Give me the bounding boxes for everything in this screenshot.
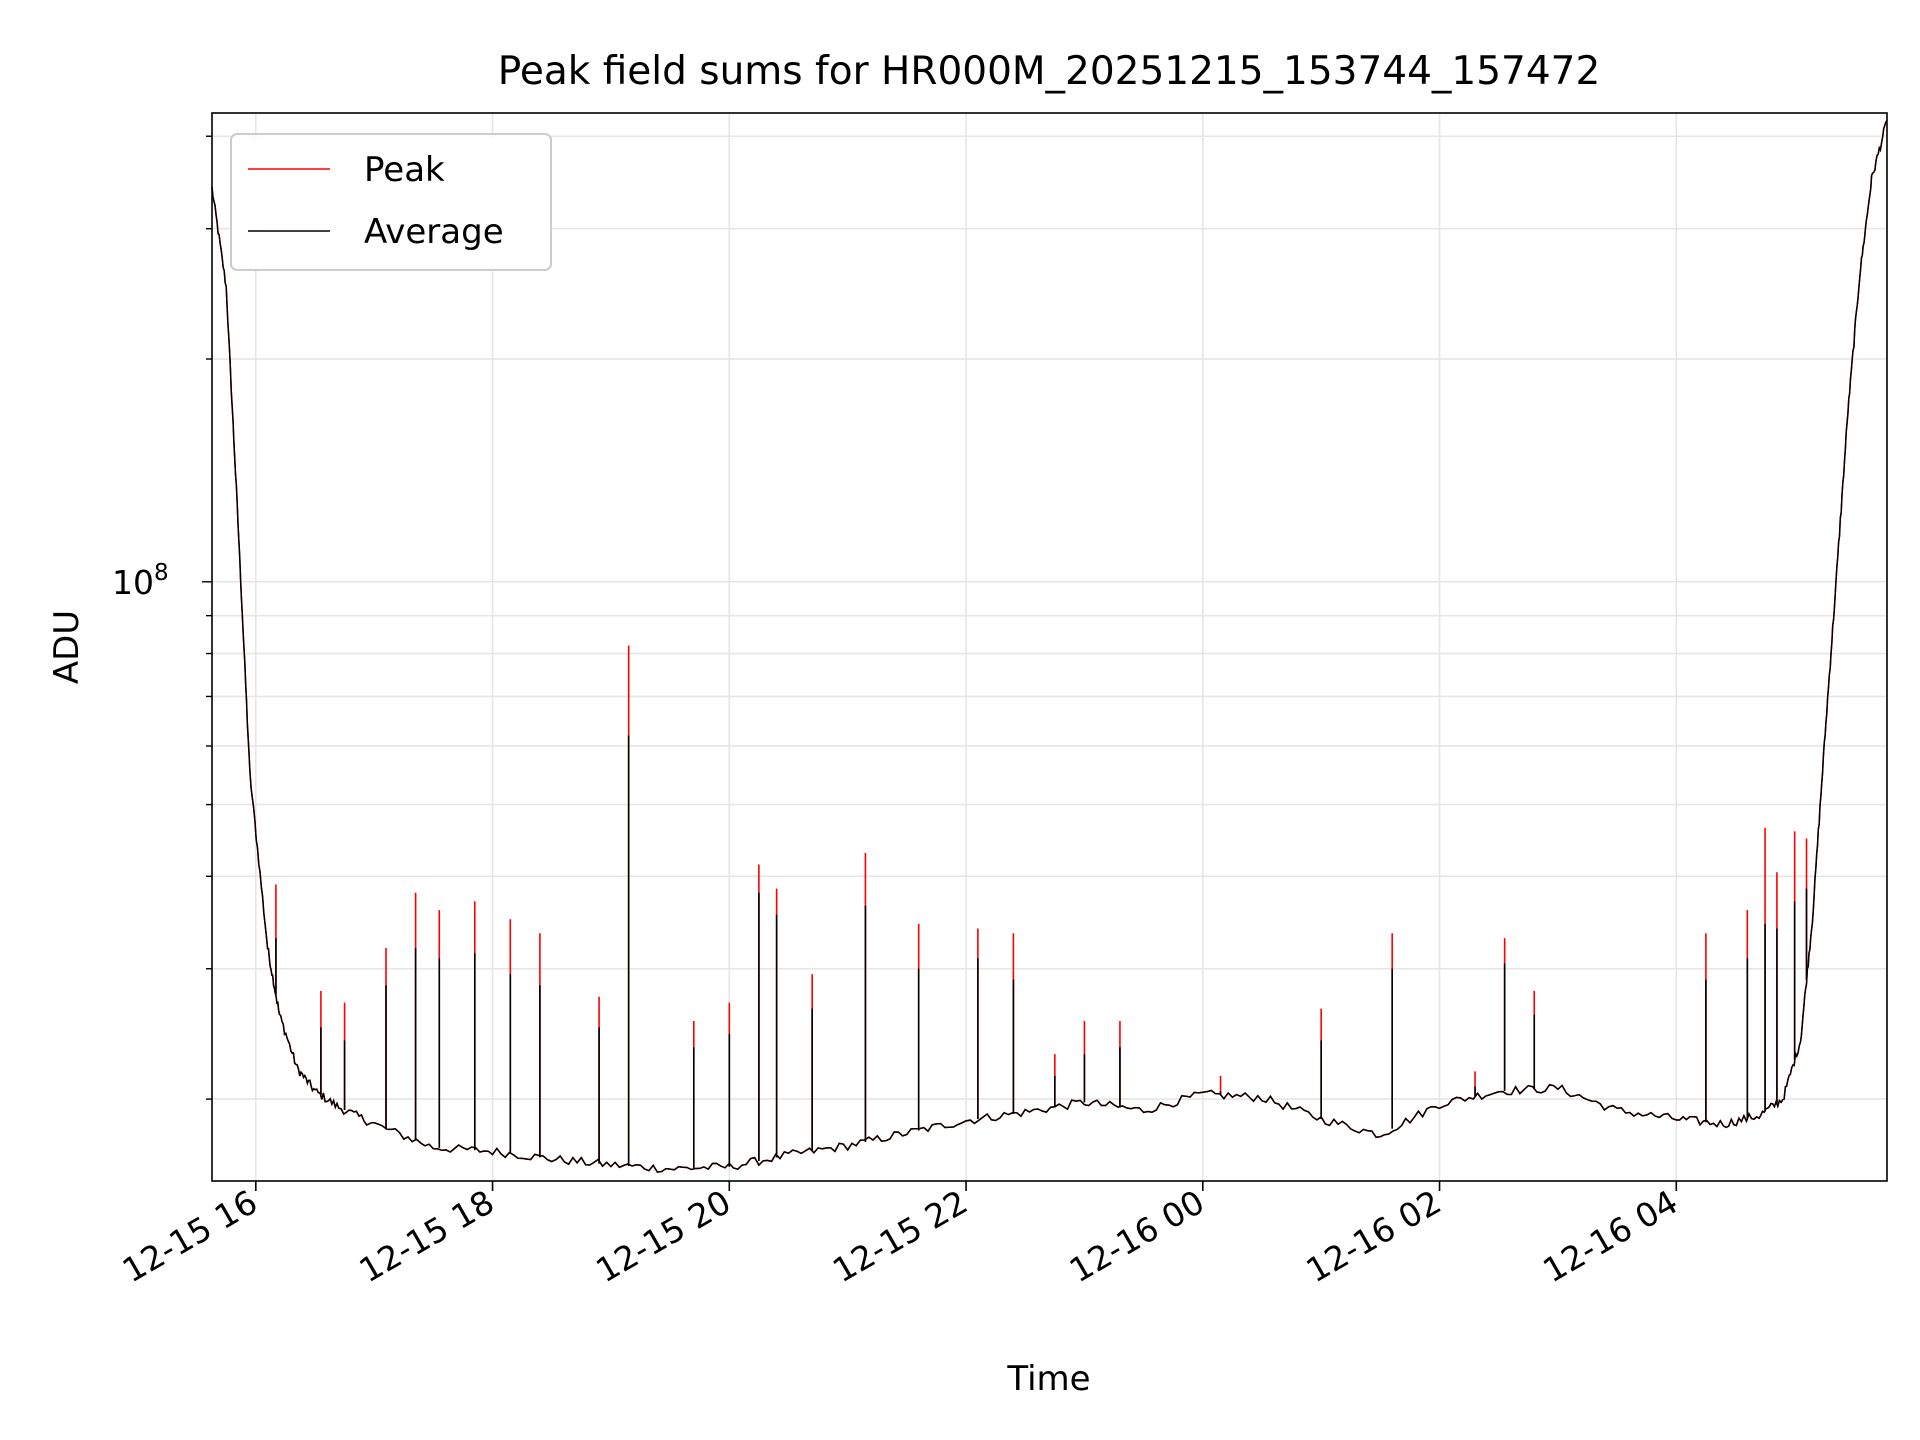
plot-frame xyxy=(211,112,1888,1182)
legend-box xyxy=(230,133,552,271)
legend-average-label: Average xyxy=(364,212,504,252)
series-line-average xyxy=(211,120,1888,1173)
series-layer xyxy=(211,120,1888,1173)
grid xyxy=(212,113,1887,1181)
y-axis-label: ADU xyxy=(47,610,87,684)
y-tick-label: 108 xyxy=(112,560,169,602)
chart-title: Peak field sums for HR000M_20251215_1537… xyxy=(498,49,1601,94)
x-axis-label: Time xyxy=(1006,1359,1090,1399)
legend-peak-label: Peak xyxy=(364,150,445,190)
series-average xyxy=(211,120,1888,1173)
legend: Peak Average xyxy=(230,133,552,271)
